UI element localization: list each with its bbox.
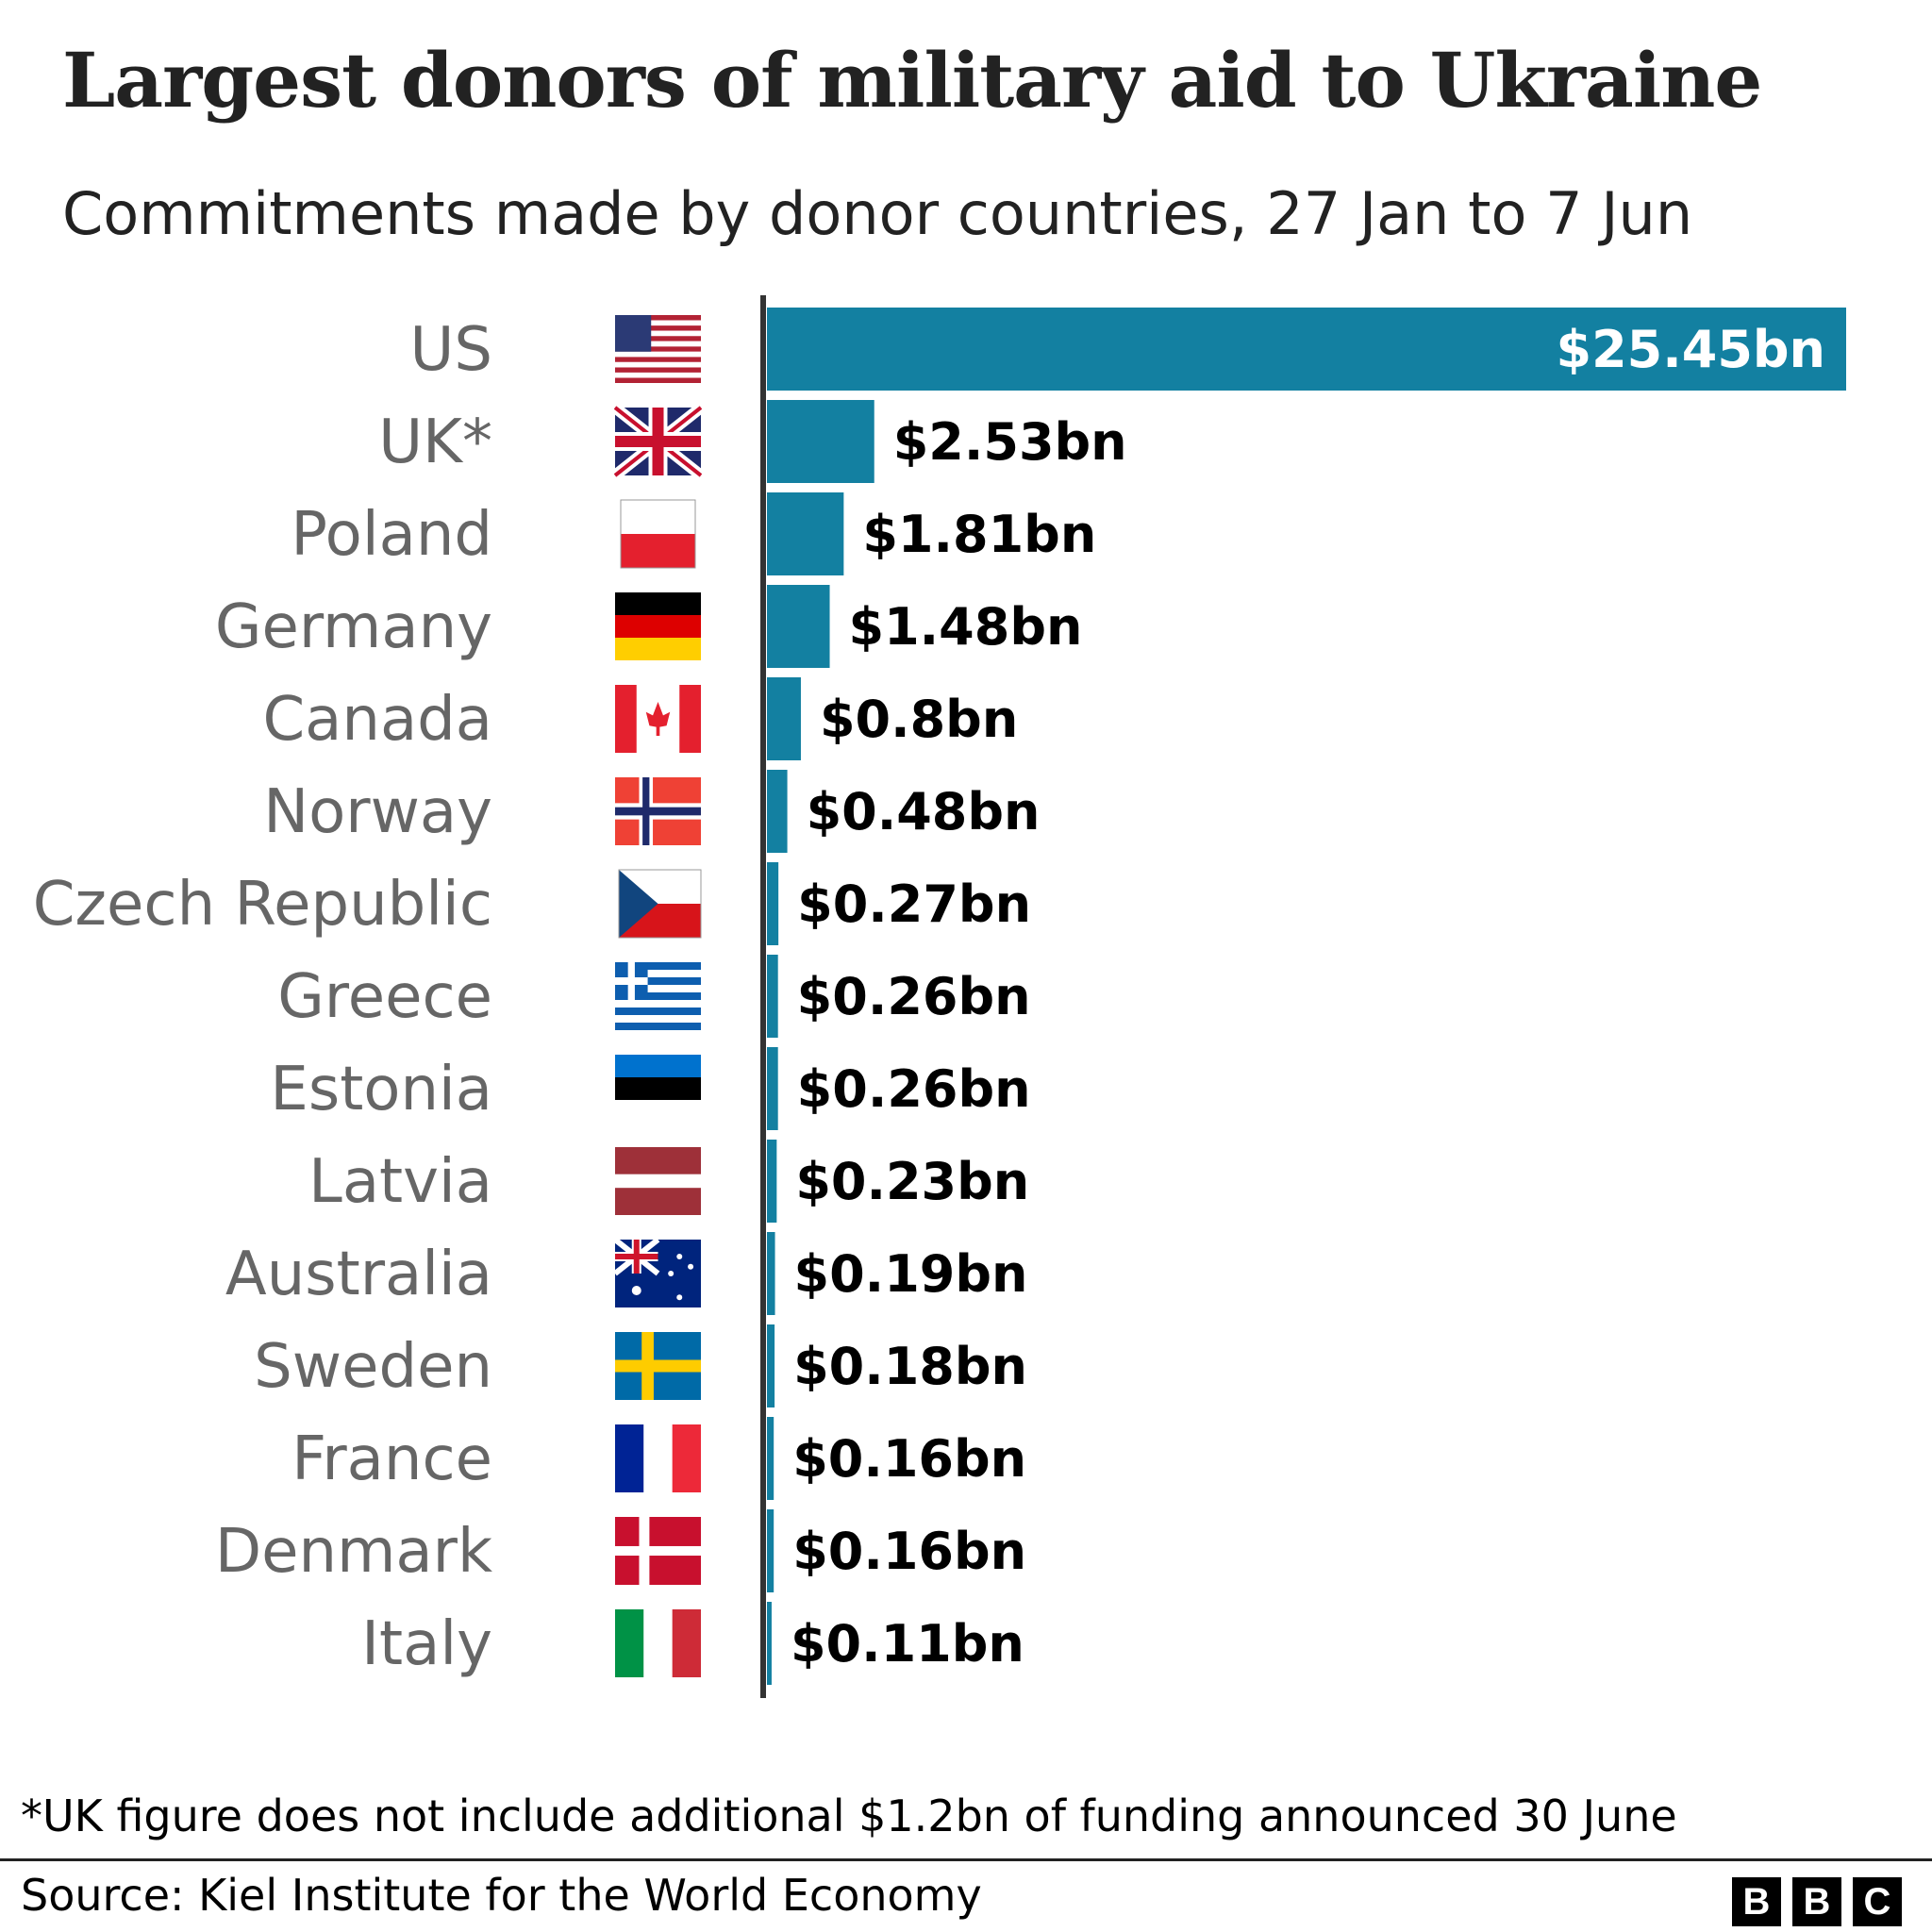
- data-label: $2.53bn: [893, 412, 1127, 472]
- czech-flag-icon: [618, 869, 702, 939]
- data-label: $0.26bn: [797, 1059, 1031, 1119]
- italy-flag-icon: [615, 1609, 701, 1677]
- bar: [767, 677, 801, 760]
- logo-letter: C: [1853, 1877, 1902, 1926]
- estonia-flag-icon: [615, 1055, 701, 1123]
- denmark-flag-icon: [615, 1517, 701, 1585]
- data-label: $0.19bn: [794, 1244, 1028, 1304]
- data-label: $1.81bn: [862, 505, 1096, 564]
- bar: [767, 1047, 778, 1130]
- data-label: $0.8bn: [820, 690, 1018, 749]
- data-label: $0.16bn: [792, 1429, 1026, 1489]
- data-label: $0.27bn: [797, 874, 1031, 934]
- canada-flag-icon: [615, 685, 701, 753]
- category-label: Denmark: [215, 1517, 492, 1587]
- data-label: $0.23bn: [795, 1152, 1029, 1211]
- bar: [767, 1140, 777, 1223]
- footnote: *UK figure does not include additional $…: [21, 1790, 1677, 1841]
- us-flag-icon: [615, 315, 701, 383]
- logo-letter: B: [1792, 1877, 1841, 1926]
- bar: [767, 585, 830, 668]
- bar: [767, 955, 778, 1038]
- source-note: Source: Kiel Institute for the World Eco…: [21, 1870, 982, 1921]
- bar: [767, 492, 844, 575]
- data-label: $0.18bn: [793, 1337, 1027, 1396]
- bar: [767, 1232, 775, 1315]
- bar: [767, 1324, 775, 1407]
- latvia-flag-icon: [615, 1147, 701, 1215]
- bar: [767, 862, 779, 945]
- bar: [767, 1602, 772, 1685]
- category-label: UK*: [378, 408, 492, 477]
- bar: [767, 770, 788, 853]
- category-label: Sweden: [254, 1332, 492, 1402]
- germany-flag-icon: [615, 592, 701, 660]
- uk-flag-icon: [611, 403, 705, 480]
- category-label: Canada: [262, 685, 492, 755]
- chart-title: Largest donors of military aid to Ukrain…: [62, 36, 1762, 125]
- bar: [767, 1509, 774, 1592]
- bbc-logo: B B C: [1732, 1877, 1902, 1926]
- category-label: Czech Republic: [33, 870, 492, 940]
- bar: [767, 308, 1846, 391]
- data-label: $0.48bn: [807, 782, 1041, 841]
- category-label: France: [291, 1424, 492, 1494]
- category-label: Estonia: [270, 1055, 492, 1124]
- category-label: Norway: [263, 777, 492, 847]
- data-label: $1.48bn: [849, 597, 1083, 657]
- divider: [0, 1858, 1932, 1861]
- norway-flag-icon: [615, 777, 701, 845]
- sweden-flag-icon: [615, 1332, 701, 1400]
- bar: [767, 1417, 774, 1500]
- data-label: $0.26bn: [797, 967, 1031, 1026]
- category-label: Greece: [277, 962, 492, 1032]
- logo-letter: B: [1732, 1877, 1781, 1926]
- category-label: US: [410, 315, 492, 385]
- greece-flag-icon: [615, 962, 701, 1030]
- category-label: Germany: [215, 592, 492, 662]
- chart-subtitle: Commitments made by donor countries, 27 …: [62, 179, 1693, 248]
- category-label: Italy: [361, 1609, 492, 1679]
- axis-line: [760, 295, 766, 1698]
- data-label: $0.11bn: [791, 1614, 1024, 1674]
- data-label: $0.16bn: [792, 1522, 1026, 1581]
- france-flag-icon: [615, 1424, 701, 1492]
- category-label: Poland: [291, 500, 492, 570]
- poland-flag-icon: [620, 499, 696, 569]
- bar: [767, 400, 874, 483]
- category-label: Australia: [225, 1240, 492, 1309]
- data-label: $25.45bn: [1557, 320, 1825, 379]
- australia-flag-icon: [613, 1237, 701, 1307]
- category-label: Latvia: [308, 1147, 492, 1217]
